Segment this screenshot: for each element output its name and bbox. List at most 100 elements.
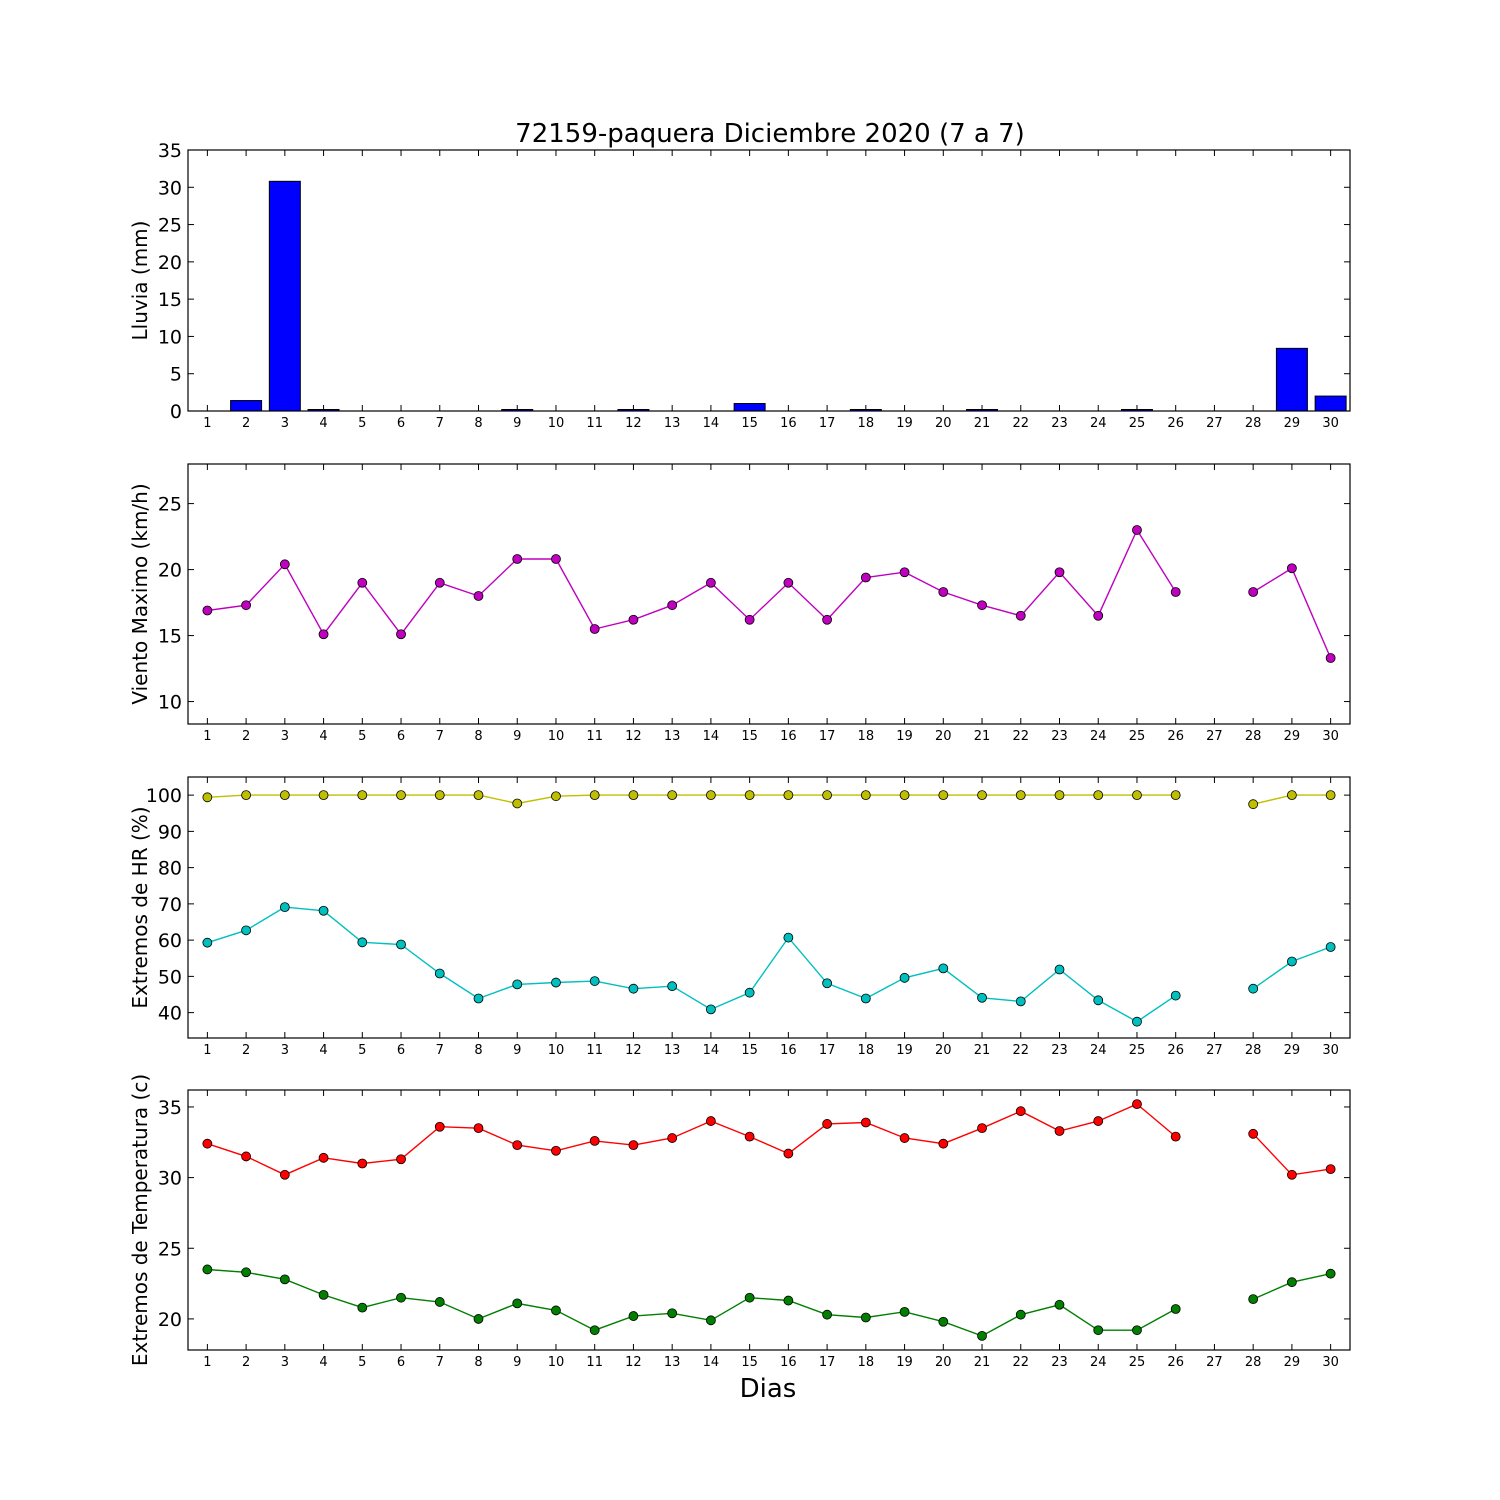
x-tick-label: 21 — [974, 729, 991, 744]
x-tick-label: 7 — [436, 1043, 444, 1058]
x-tick-label: 17 — [819, 1043, 836, 1058]
data-point — [434, 968, 445, 979]
x-tick-label: 30 — [1322, 416, 1339, 431]
x-tick-label: 1 — [203, 1355, 211, 1370]
data-point — [667, 981, 678, 992]
x-tick-label: 8 — [474, 1043, 482, 1058]
data-point — [706, 1004, 716, 1015]
data-point — [1015, 790, 1026, 801]
data-point — [1287, 563, 1297, 574]
x-tick-label: 23 — [1051, 1043, 1068, 1058]
plot-frame — [187, 1089, 1351, 1351]
data-point — [473, 993, 484, 1004]
data-point — [279, 790, 290, 801]
data-point — [512, 1298, 523, 1309]
x-tick-label: 5 — [358, 1355, 366, 1370]
data-point — [1170, 1131, 1181, 1142]
y-axis-label: Extremos de HR (%) — [128, 806, 152, 1008]
data-point — [202, 1138, 213, 1149]
data-point — [357, 577, 368, 588]
y-tick-label: 80 — [158, 858, 182, 880]
x-tick-label: 10 — [548, 416, 565, 431]
series-line — [207, 1268, 1331, 1337]
data-point — [783, 790, 794, 801]
series-line — [207, 528, 1332, 659]
x-tick-label: 5 — [358, 416, 366, 431]
x-tick-label: 28 — [1245, 729, 1262, 744]
x-tick-label: 30 — [1322, 729, 1339, 744]
data-point — [977, 992, 987, 1003]
data-point — [1015, 996, 1026, 1007]
x-tick-label: 21 — [974, 1043, 991, 1058]
data-point — [822, 1309, 832, 1320]
data-point — [1248, 983, 1259, 994]
data-point — [899, 1306, 910, 1317]
x-tick-label: 10 — [548, 1355, 565, 1370]
x-tick-label: 27 — [1206, 1355, 1223, 1370]
x-tick-label: 20 — [935, 416, 952, 431]
data-point — [860, 572, 871, 583]
data-point — [1325, 1268, 1336, 1279]
data-point — [1054, 1299, 1065, 1310]
x-tick-label: 2 — [242, 416, 250, 431]
x-tick-label: 27 — [1206, 729, 1223, 744]
y-tick-label: 35 — [158, 140, 182, 162]
x-tick-label: 19 — [896, 1355, 913, 1370]
data-point — [1248, 1294, 1259, 1305]
y-axis-label: Lluvia (mm) — [128, 221, 152, 341]
data-point — [628, 1140, 639, 1151]
x-tick-label: 15 — [741, 1043, 758, 1058]
data-point — [1287, 956, 1297, 967]
data-point — [977, 1330, 987, 1341]
data-point — [899, 972, 910, 983]
data-point — [396, 790, 406, 801]
data-point — [1132, 1099, 1142, 1110]
x-tick-label: 4 — [319, 1355, 327, 1370]
x-tick-label: 26 — [1167, 1043, 1184, 1058]
y-tick-label: 15 — [158, 289, 182, 311]
x-tick-label: 9 — [513, 416, 521, 431]
x-tick-label: 14 — [703, 729, 720, 744]
data-point — [667, 790, 678, 801]
data-point — [938, 790, 949, 801]
data-point — [551, 1305, 561, 1316]
x-tick-label: 10 — [548, 729, 565, 744]
x-axis-label: Dias — [740, 1374, 797, 1404]
data-point — [202, 792, 213, 803]
data-point — [241, 925, 252, 936]
data-point — [977, 600, 987, 611]
x-tick-label: 4 — [319, 416, 327, 431]
x-tick-label: 13 — [664, 1355, 681, 1370]
y-tick-label: 10 — [158, 326, 182, 348]
data-point — [1287, 1277, 1297, 1288]
data-point — [589, 1325, 600, 1336]
y-tick-label: 60 — [158, 930, 182, 952]
x-tick-label: 13 — [664, 416, 681, 431]
data-point — [318, 1152, 329, 1163]
x-tick-label: 1 — [203, 416, 211, 431]
x-tick-label: 19 — [896, 729, 913, 744]
x-tick-label: 18 — [858, 729, 875, 744]
x-tick-label: 15 — [741, 1355, 758, 1370]
x-tick-label: 12 — [625, 729, 642, 744]
x-tick-label: 2 — [242, 1355, 250, 1370]
data-point — [628, 1311, 639, 1321]
data-point — [1093, 790, 1104, 801]
data-point — [241, 790, 252, 801]
x-tick-label: 26 — [1167, 1355, 1184, 1370]
data-point — [977, 1123, 987, 1134]
data-point — [706, 1116, 716, 1126]
y-tick-label: 25 — [158, 494, 182, 516]
series-line — [207, 906, 1331, 1023]
data-point — [1170, 587, 1181, 597]
bar — [1314, 395, 1347, 412]
x-tick-label: 12 — [625, 1043, 642, 1058]
x-tick-label: 16 — [780, 416, 797, 431]
x-tick-label: 7 — [436, 416, 444, 431]
data-point — [396, 1292, 406, 1303]
data-point — [899, 790, 910, 801]
